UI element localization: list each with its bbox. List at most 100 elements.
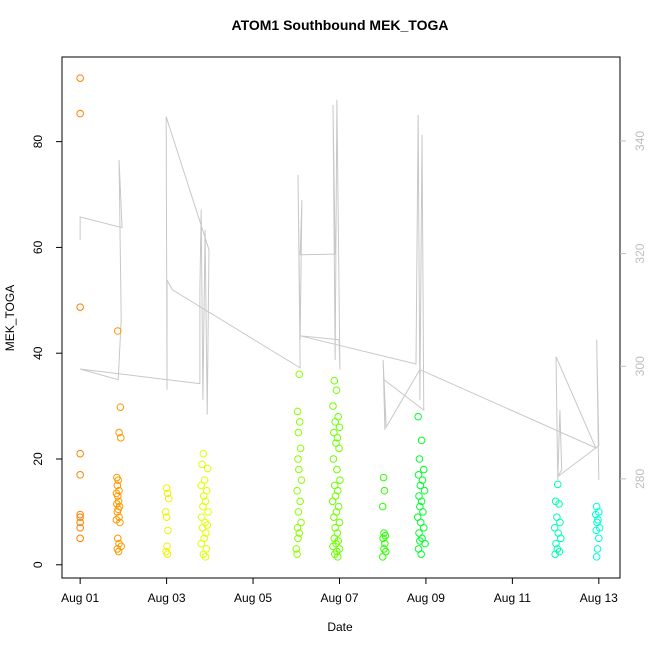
point [164,494,173,503]
point [161,508,170,516]
point [295,529,304,537]
point [294,534,302,543]
point [592,553,601,561]
point [116,518,124,527]
point [551,550,559,558]
point [163,542,171,551]
point [331,418,339,426]
point [420,486,429,495]
y2-tick-label: 280 [633,469,647,489]
point [556,518,564,527]
point [329,455,338,463]
point [116,434,125,442]
point [550,523,559,532]
point [199,492,208,500]
x-axis-label: Date [327,620,353,634]
point [199,550,208,558]
point [296,497,304,506]
point [199,502,207,511]
point [329,542,337,551]
point [416,481,425,490]
point [331,523,339,532]
point [200,476,209,484]
y-tick-label: 80 [31,135,45,149]
point [333,547,341,556]
point [556,534,565,543]
point [115,513,123,521]
point [414,471,423,479]
y-axis-label: MEK_TOGA [3,285,17,351]
point [333,553,342,561]
point [292,545,301,553]
point [113,481,122,490]
point [330,513,338,521]
point [330,376,339,385]
point [202,529,210,537]
point [591,510,600,519]
point [199,449,208,458]
point [113,500,121,508]
point [414,412,422,421]
point [116,403,125,411]
point [335,423,344,432]
point [419,508,427,516]
point [415,455,424,463]
point [381,539,389,548]
y-tick-label: 60 [31,240,45,254]
point [164,526,172,535]
point [295,418,304,426]
point [114,547,123,556]
point [76,518,84,527]
point [335,545,344,553]
point [295,370,304,379]
point [114,476,122,484]
point [553,545,562,553]
point [293,407,302,416]
point [555,500,563,508]
point [76,534,84,543]
point [76,513,84,521]
point [163,550,172,558]
x-tick-label: Aug 11 [494,591,531,605]
point [198,523,207,532]
point [113,508,122,516]
y-tick-label: 0 [31,561,45,568]
point [113,327,122,335]
chart-title: ATOM1 Southbound MEK_TOGA [232,17,449,33]
point [378,502,387,511]
y2-tick-label: 320 [633,243,647,263]
point [555,547,564,556]
point [417,497,426,506]
point [335,518,344,527]
x-tick-label: Aug 07 [320,591,358,605]
point [378,553,387,561]
point [330,534,339,543]
point [294,455,302,463]
point [163,489,172,498]
point [293,523,302,532]
point [379,473,388,482]
y2-tick-label: 340 [633,131,647,151]
point [336,476,344,484]
point [294,508,303,516]
x-tick-label: Aug 05 [234,591,272,605]
point [115,428,123,437]
point [115,539,123,548]
point [332,386,341,395]
point [335,444,343,453]
point [417,436,426,445]
point [381,531,390,540]
y2-tick-label: 300 [633,356,647,376]
point [592,502,601,511]
point [294,428,303,437]
point [76,74,84,82]
point [198,460,206,469]
point [419,523,428,532]
point [197,539,205,548]
point [552,539,560,548]
point [204,508,212,516]
point [295,465,303,474]
x-tick-label: Aug 13 [580,591,618,605]
point [76,109,84,118]
